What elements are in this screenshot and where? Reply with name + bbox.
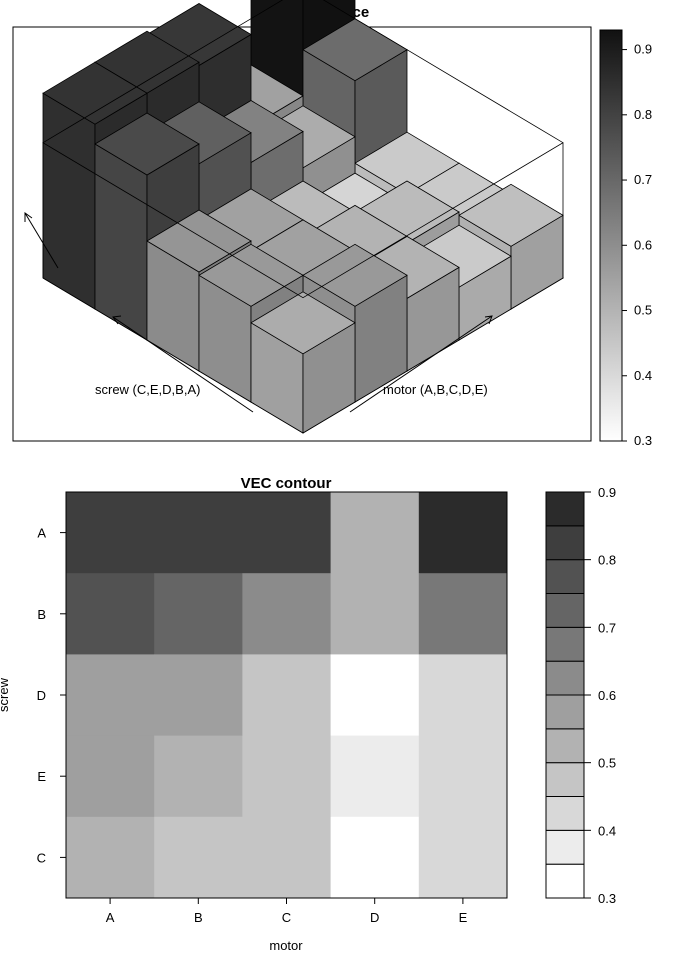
heat-cell-D-E bbox=[418, 654, 508, 737]
heat-cell-E-A bbox=[66, 735, 155, 818]
contour-title: VEC contour bbox=[241, 475, 332, 492]
colorbar-bin bbox=[545, 863, 585, 899]
bar-top-face bbox=[302, 243, 408, 307]
surface-bars bbox=[42, 0, 564, 434]
colorbar-bin bbox=[545, 829, 585, 865]
heat-cell-C-B bbox=[154, 816, 243, 899]
bar-top-face bbox=[198, 243, 304, 307]
x-tick-label: D bbox=[370, 910, 379, 925]
heat-cell-D-A bbox=[66, 654, 155, 737]
bar-side-face bbox=[42, 92, 96, 310]
colorbar-tick-label: 0.3 bbox=[598, 891, 616, 906]
y-tick-label: E bbox=[37, 769, 46, 784]
motor-axis-arrow bbox=[349, 315, 493, 413]
bar-screw-C-motor-A bbox=[250, 291, 356, 434]
x-tick-label: C bbox=[282, 910, 291, 925]
colorbar-tick-label: 0.5 bbox=[598, 756, 616, 771]
colorbar-tick-label: 0.7 bbox=[598, 620, 616, 635]
contour-colorbar bbox=[545, 491, 585, 899]
contour-ylabel: screw bbox=[0, 677, 11, 712]
heat-cell-C-C bbox=[242, 816, 332, 899]
bar-top-face bbox=[458, 183, 564, 247]
heat-cell-E-E bbox=[418, 735, 508, 818]
heat-cell-A-C bbox=[242, 492, 332, 574]
heat-cell-C-A bbox=[66, 816, 155, 899]
x-tick-label: B bbox=[194, 910, 203, 925]
heat-cell-C-D bbox=[330, 816, 420, 899]
bar-top-face bbox=[94, 112, 200, 176]
colorbar-bin bbox=[545, 762, 585, 798]
colorbar-bin bbox=[545, 728, 585, 764]
colorbar-tick-label: 0.7 bbox=[634, 172, 652, 187]
colorbar-bin bbox=[545, 660, 585, 696]
colorbar-tick-label: 0.5 bbox=[634, 303, 652, 318]
surface-colorbar-ticks: 0.3 0.4 0.5 0.6 0.7 0.8 0.9 bbox=[622, 42, 652, 448]
surface-axis-arrows bbox=[24, 212, 493, 413]
surface-panel: VEC surface screw (C,E,D,B,A) motor (A,B… bbox=[12, 0, 652, 448]
heat-cell-A-D bbox=[330, 492, 420, 574]
colorbar-bin bbox=[545, 593, 585, 628]
colorbar-tick-label: 0.4 bbox=[634, 368, 652, 383]
heat-cell-B-E bbox=[418, 573, 508, 655]
colorbar-tick-label: 0.9 bbox=[598, 485, 616, 500]
vec-axis-arrow bbox=[24, 212, 59, 269]
surface-top-rim bbox=[42, 0, 564, 299]
heat-cell-E-C bbox=[242, 735, 332, 818]
contour-colorbar-ticks: 0.3 0.4 0.5 0.6 0.7 0.8 0.9 bbox=[584, 485, 616, 906]
colorbar-tick-label: 0.6 bbox=[634, 237, 652, 252]
contour-y-ticks: A B D E C bbox=[37, 526, 66, 865]
bar-top-face bbox=[42, 61, 148, 125]
x-tick-label: A bbox=[106, 910, 115, 925]
colorbar-bin bbox=[545, 559, 585, 595]
heat-cell-A-A bbox=[66, 492, 155, 574]
colorbar-tick-label: 0.4 bbox=[598, 823, 616, 838]
bar-top-face bbox=[250, 291, 356, 355]
colorbar-tick-label: 0.3 bbox=[634, 433, 652, 448]
surface-ylabel: screw (C,E,D,B,A) bbox=[95, 382, 200, 397]
colorbar-bin bbox=[545, 626, 585, 662]
colorbar-tick-label: 0.9 bbox=[634, 42, 652, 57]
heat-cell-D-D bbox=[330, 654, 420, 737]
heat-cell-E-D bbox=[330, 735, 420, 818]
surface-top-box bbox=[42, 0, 564, 299]
bar-side-face bbox=[94, 143, 148, 341]
heat-cell-A-B bbox=[154, 492, 243, 574]
y-tick-label: A bbox=[37, 526, 46, 541]
surface-xlabel: motor (A,B,C,D,E) bbox=[383, 382, 488, 397]
colorbar-tick-label: 0.8 bbox=[634, 107, 652, 122]
colorbar-bin bbox=[545, 491, 585, 527]
colorbar-bin bbox=[545, 525, 585, 561]
contour-cells bbox=[66, 492, 508, 899]
bar-top-face bbox=[146, 209, 252, 273]
screw-arrow-head bbox=[112, 315, 122, 325]
heat-cell-E-B bbox=[154, 735, 243, 818]
y-tick-label: B bbox=[37, 607, 46, 622]
contour-xlabel: motor bbox=[269, 938, 303, 953]
x-tick-label: E bbox=[459, 910, 468, 925]
y-tick-label: C bbox=[37, 850, 46, 865]
heat-cell-B-D bbox=[330, 573, 420, 655]
surface-colorbar bbox=[599, 29, 623, 442]
heat-cell-C-E bbox=[418, 816, 508, 899]
vec-arrow-head bbox=[24, 212, 33, 222]
screw-axis-arrow bbox=[112, 316, 254, 413]
heat-cell-D-C bbox=[242, 654, 332, 737]
colorbar-bin bbox=[545, 694, 585, 730]
colorbar-tick-label: 0.8 bbox=[598, 553, 616, 568]
colorbar-bin bbox=[545, 796, 585, 831]
heat-cell-B-C bbox=[242, 573, 332, 655]
heat-cell-D-B bbox=[154, 654, 243, 737]
heat-cell-B-B bbox=[154, 573, 243, 655]
heat-cell-A-E bbox=[418, 492, 508, 574]
heat-cell-B-A bbox=[66, 573, 155, 655]
y-tick-label: D bbox=[37, 688, 46, 703]
motor-arrow-head bbox=[484, 315, 493, 325]
contour-x-ticks: A B C D E bbox=[106, 898, 468, 925]
colorbar-tick-label: 0.6 bbox=[598, 688, 616, 703]
